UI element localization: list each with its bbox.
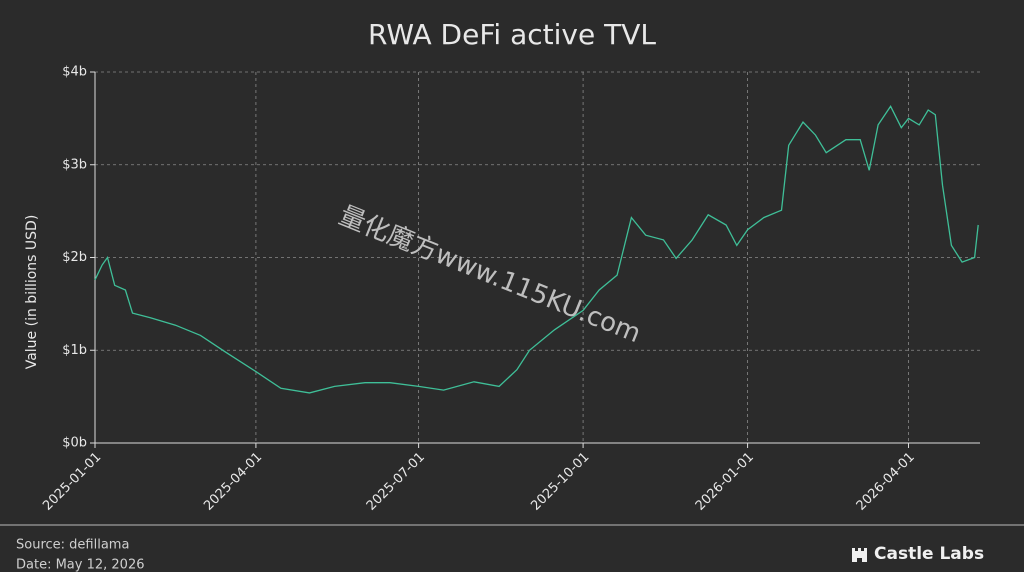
y-tick-label: $1b [62,343,87,358]
brand: Castle Labs [874,544,984,564]
brand-logo [852,548,867,562]
line [94,105,979,394]
y-tick-label: $2b [62,250,87,265]
source: Source: defillama [16,538,129,553]
chart-title: RWA DeFi active TVL [368,18,656,51]
date: Date: May 12, 2026 [16,558,144,572]
y-tick-label: $0b [62,436,87,451]
y-axis-label: Value (in billions USD) [24,215,40,370]
y-tick-label: $4b [62,65,87,80]
y-tick-label: $3b [62,157,87,172]
